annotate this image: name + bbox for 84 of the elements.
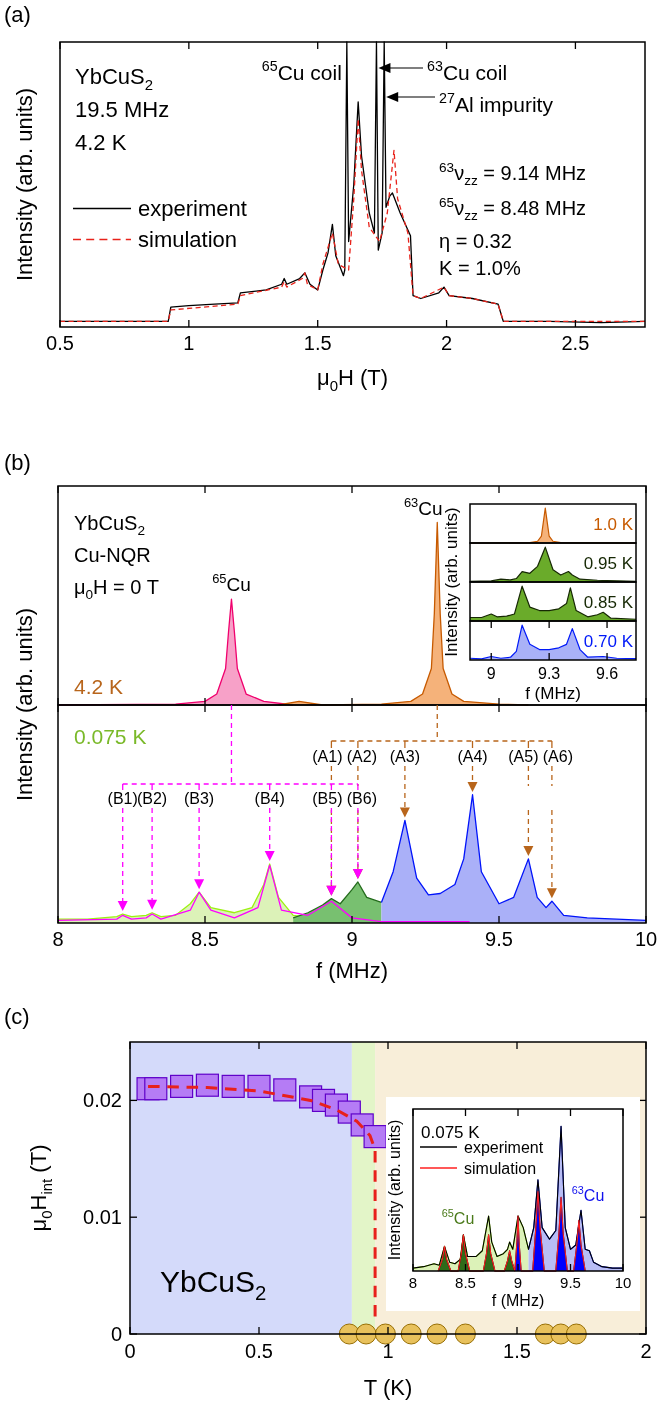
text: (A3) bbox=[389, 748, 421, 765]
y-axis-title: Intensity (arb. units) bbox=[386, 1119, 403, 1261]
legend-label: simulation bbox=[138, 227, 238, 253]
x-tick-label: 9 bbox=[513, 1274, 523, 1291]
text: (A5) bbox=[508, 748, 539, 765]
x-tick-label: 2.5 bbox=[561, 332, 590, 354]
annotation: (B1) bbox=[107, 790, 138, 807]
x-axis-title: f (MHz) bbox=[315, 958, 389, 983]
legend-label: simulation bbox=[464, 1159, 537, 1177]
x-tick-label: 0 bbox=[124, 1340, 136, 1362]
annotation: (B4) bbox=[254, 790, 285, 807]
x-tick-label: 9 bbox=[346, 928, 358, 950]
y-axis-title: Intensity (arb. units) bbox=[12, 607, 37, 802]
annotation: μ$_{0}$H = 0 T bbox=[74, 576, 159, 602]
x-tick-label: 1.5 bbox=[503, 1340, 531, 1362]
x-axis-title: f (MHz) bbox=[491, 1292, 545, 1309]
x-tick-label: 0.5 bbox=[245, 1340, 273, 1362]
text: (a) bbox=[4, 2, 31, 27]
x-tick-label: 10 bbox=[634, 928, 658, 950]
x-tick-label: 8 bbox=[52, 928, 64, 950]
x-tick-label: 1.5 bbox=[303, 332, 332, 354]
point bbox=[273, 1078, 297, 1102]
annotation: (B2) bbox=[136, 790, 168, 807]
point bbox=[170, 1074, 194, 1098]
annotation: $^{65}$Cu bbox=[441, 1207, 475, 1227]
point bbox=[144, 1077, 168, 1101]
x-tick-label: 8.5 bbox=[455, 1274, 476, 1291]
annotation: 4.2 K bbox=[75, 130, 127, 155]
annotation: $^{63}$Cu bbox=[571, 1184, 605, 1204]
x-axis-title: T (K) bbox=[363, 1375, 413, 1400]
text: (b) bbox=[4, 450, 31, 475]
annotation: 4.2 K bbox=[74, 675, 124, 698]
x-tick-label: 8.5 bbox=[191, 928, 219, 950]
x-tick-label: 2 bbox=[640, 1340, 652, 1362]
annotation: YbCuS$_{2}$ bbox=[74, 512, 145, 538]
x-tick-label: 8 bbox=[408, 1274, 418, 1291]
series-label: 0.70 K bbox=[583, 632, 634, 652]
annotation: (B6) bbox=[346, 790, 378, 807]
point bbox=[363, 1125, 387, 1149]
y-tick-label: 0 bbox=[110, 1323, 122, 1345]
y-tick-label: 0.02 bbox=[83, 1089, 122, 1112]
legend-label: experiment bbox=[138, 196, 247, 222]
annotation: $^{65}$Cu coil bbox=[261, 58, 342, 84]
point bbox=[195, 1073, 219, 1097]
text: (A1) bbox=[312, 748, 343, 765]
annotation: YbCuS$_{2}$ bbox=[75, 64, 154, 93]
x-axis-title: μ$_{0}$H (T) bbox=[316, 365, 389, 394]
text: (A6) bbox=[542, 748, 574, 765]
annotation: Cu-NQR bbox=[74, 544, 151, 566]
x-tick-label: 9 bbox=[486, 665, 496, 682]
text: (A2) bbox=[346, 748, 378, 765]
annotation: $^{27}$Al impurity bbox=[439, 90, 554, 116]
annotation: $^{63}$ν$_{zz}$ = 9.14 MHz bbox=[439, 159, 587, 188]
x-axis-title: f (MHz) bbox=[525, 684, 581, 703]
series-label: 0.85 K bbox=[583, 593, 634, 613]
series-label: 1.0 K bbox=[593, 515, 634, 535]
annotation: η = 0.32 bbox=[439, 230, 512, 252]
annotation: K = 1.0% bbox=[439, 257, 521, 279]
annotation: $^{63}$Cu coil bbox=[427, 58, 508, 84]
annotation: (B3) bbox=[183, 790, 215, 807]
x-tick-label: 2 bbox=[441, 332, 453, 354]
annotation: YbCuS$_{2}$ bbox=[160, 1265, 267, 1304]
x-tick-label: 0.5 bbox=[46, 332, 74, 354]
text: (c) bbox=[4, 1004, 30, 1029]
text: 0.075 K bbox=[74, 725, 147, 748]
x-tick-label: 10 bbox=[614, 1274, 632, 1291]
y-axis-title: Intensity (arb. units) bbox=[12, 87, 37, 282]
annotation: (B5) bbox=[312, 790, 343, 807]
y-axis-title: Intensity (arb. units) bbox=[442, 507, 461, 657]
annotation: $^{65}$Cu bbox=[212, 571, 251, 596]
series-label: 0.95 K bbox=[583, 554, 634, 574]
x-tick-label: 1 bbox=[382, 1340, 394, 1362]
text: (A4) bbox=[457, 748, 488, 765]
point bbox=[247, 1074, 271, 1098]
x-tick-label: 9.5 bbox=[485, 928, 513, 950]
x-tick-label: 9.5 bbox=[560, 1274, 581, 1291]
annotation: $^{63}$Cu bbox=[403, 494, 443, 519]
x-tick-label: 1 bbox=[183, 332, 195, 354]
annotation: 19.5 MHz bbox=[75, 97, 170, 122]
x-tick-label: 9.3 bbox=[538, 665, 561, 682]
x-tick-label: 9.6 bbox=[595, 665, 619, 682]
annotation: $^{65}$ν$_{zz}$ = 8.48 MHz bbox=[439, 194, 587, 223]
y-tick-label: 0.01 bbox=[83, 1206, 122, 1229]
point bbox=[221, 1074, 245, 1098]
